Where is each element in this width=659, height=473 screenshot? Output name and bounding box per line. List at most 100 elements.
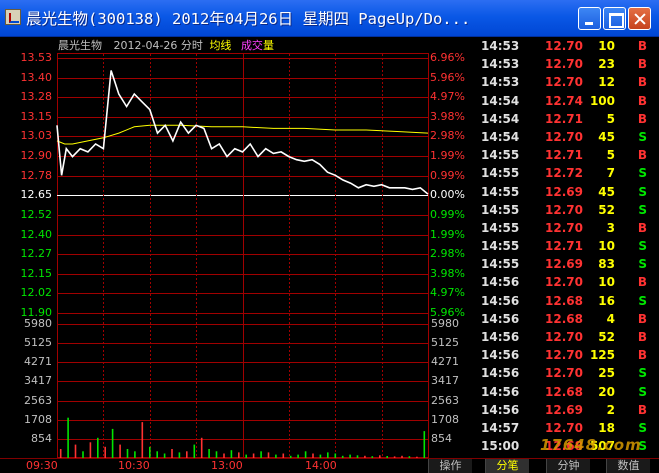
close-button[interactable] xyxy=(628,7,651,30)
tick-price: 12.69 xyxy=(545,184,583,199)
tick-row[interactable]: 14:55 12.70 3 B xyxy=(477,219,659,237)
volume-legend-part1: 成交 xyxy=(240,39,263,52)
tick-time: 14:57 xyxy=(481,420,520,435)
percent-tick-label: 4.97% xyxy=(430,286,465,300)
tick-price: 12.70 xyxy=(545,129,583,144)
price-tick-label: 12.90 xyxy=(20,149,53,163)
tick-time: 14:54 xyxy=(481,129,520,144)
percent-tick-label: 0.00% xyxy=(430,188,465,202)
tab-operate[interactable]: 操作 xyxy=(428,459,472,473)
tick-row[interactable]: 14:56 12.68 4 B xyxy=(477,310,659,328)
chart-app-icon[interactable] xyxy=(5,9,21,25)
price-tick-label: 12.02 xyxy=(20,286,53,300)
tab-ticks[interactable]: 分笔 xyxy=(485,459,529,473)
volume-tick-label-right: 5980 xyxy=(431,317,459,330)
tick-direction: S xyxy=(638,239,647,254)
tab-values[interactable]: 数值 xyxy=(606,459,650,473)
tick-row[interactable]: 14:55 12.69 83 S xyxy=(477,255,659,273)
tick-price: 12.70 xyxy=(545,420,583,435)
tick-direction: B xyxy=(637,39,647,53)
tick-row[interactable]: 14:56 12.70 52 B xyxy=(477,328,659,346)
tick-row[interactable]: 14:55 12.69 45 S xyxy=(477,183,659,201)
tick-list[interactable]: 14:53 12.70 10 B 14:53 12.70 23 B 14:53 12.70 12 B 1… xyxy=(477,37,659,458)
tick-time: 14:55 xyxy=(481,220,520,235)
tab-minute[interactable]: 分钟 xyxy=(546,459,590,473)
tick-direction: B xyxy=(637,93,647,108)
volume-tick-label-right: 854 xyxy=(431,431,452,445)
tick-time: 14:55 xyxy=(481,184,520,199)
tick-time: 14:55 xyxy=(481,257,520,272)
tick-time: 14:54 xyxy=(481,93,520,108)
tick-row[interactable]: 14:56 12.68 16 S xyxy=(477,292,659,310)
percent-tick-label: 3.98% xyxy=(430,266,465,280)
tick-time: 14:53 xyxy=(481,57,520,72)
tick-direction: S xyxy=(638,439,647,454)
minimize-button[interactable] xyxy=(578,7,601,30)
tick-volume: 4 xyxy=(606,311,615,326)
tick-row[interactable]: 14:55 12.71 10 S xyxy=(477,237,659,255)
tick-price: 12.70 xyxy=(545,275,583,290)
chart-header: 晨光生物 2012-04-26 分时 均线 成交量 xyxy=(58,39,274,53)
title-bar[interactable]: 晨光生物(300138) 2012年04月26日 星期四 PageUp/Do..… xyxy=(0,0,659,37)
tick-price: 12.70 xyxy=(545,39,583,53)
tick-volume: 23 xyxy=(598,57,615,72)
tick-time: 14:56 xyxy=(481,366,520,381)
tick-volume: 3 xyxy=(606,220,615,235)
maximize-button[interactable] xyxy=(603,7,626,30)
tick-row[interactable]: 14:55 12.70 52 S xyxy=(477,201,659,219)
tick-volume: 7 xyxy=(606,166,615,181)
tick-volume: 20 xyxy=(598,384,615,399)
tick-time: 14:56 xyxy=(481,384,520,399)
tick-row[interactable]: 14:55 12.72 7 S xyxy=(477,164,659,182)
tick-row[interactable]: 14:56 12.70 10 B xyxy=(477,273,659,291)
volume-tick-label: 5125 xyxy=(24,336,52,350)
tick-volume: 52 xyxy=(598,330,615,344)
tick-row[interactable]: 14:53 12.70 12 B xyxy=(477,73,659,91)
tick-time: 14:56 xyxy=(481,348,520,363)
tick-row[interactable]: 14:56 12.68 20 S xyxy=(477,383,659,401)
tick-row[interactable]: 14:53 12.70 10 B xyxy=(477,37,659,55)
tick-volume: 100 xyxy=(589,93,615,108)
tick-price: 12.74 xyxy=(545,93,583,108)
tick-price: 12.70 xyxy=(545,366,583,381)
tick-price: 12.71 xyxy=(545,148,583,163)
tick-row[interactable]: 14:53 12.70 23 B xyxy=(477,55,659,73)
time-label-1030: 10:30 xyxy=(118,459,150,472)
tick-row[interactable]: 14:57 12.70 18 S xyxy=(477,419,659,437)
tick-time: 14:56 xyxy=(481,330,520,344)
intraday-chart[interactable]: 晨光生物 2012-04-26 分时 均线 成交量 13.53 13.40 13.2… xyxy=(0,37,476,458)
bottom-bar: 09:30 10:30 13:00 14:00 操作 分笔 分钟 数值 xyxy=(0,458,659,473)
tick-volume: 507 xyxy=(589,439,615,454)
time-label-1400: 14:00 xyxy=(305,459,337,472)
tick-row[interactable]: 14:54 12.70 45 S xyxy=(477,128,659,146)
tick-time: 14:55 xyxy=(481,166,520,181)
tick-time: 14:55 xyxy=(481,239,520,254)
tick-direction: S xyxy=(638,184,647,199)
time-label-1300: 13:00 xyxy=(211,459,243,472)
tick-price: 12.70 xyxy=(545,75,583,90)
tick-volume: 25 xyxy=(598,366,615,381)
tick-row[interactable]: 15:00 12.68 507 S xyxy=(477,437,659,455)
intraday-chart-svg xyxy=(56,53,429,458)
percent-tick-label: 1.99% xyxy=(430,227,465,241)
tick-volume: 12 xyxy=(598,75,615,90)
tick-time: 14:53 xyxy=(481,75,520,90)
tick-direction: B xyxy=(637,148,647,163)
price-tick-label: 13.53 xyxy=(20,51,53,64)
chart-stock-name: 晨光生物 xyxy=(58,39,102,52)
watermark: 17648.com xyxy=(540,436,642,454)
tick-row[interactable]: 14:56 12.70 125 B xyxy=(477,346,659,364)
tick-row[interactable]: 14:56 12.69 2 B xyxy=(477,401,659,419)
tick-row[interactable]: 14:56 12.70 25 S xyxy=(477,364,659,382)
price-tick-label: 12.78 xyxy=(20,168,53,182)
tick-time: 14:55 xyxy=(481,202,520,217)
tick-row[interactable]: 14:54 12.71 5 B xyxy=(477,110,659,128)
tick-price: 12.70 xyxy=(545,348,583,363)
volume-tick-label: 3417 xyxy=(24,374,52,388)
tick-direction: S xyxy=(638,202,647,217)
tick-row[interactable]: 14:55 12.71 5 B xyxy=(477,146,659,164)
percent-tick-label: 5.96% xyxy=(430,70,465,84)
tick-row[interactable]: 14:54 12.74 100 B xyxy=(477,92,659,110)
percent-tick-label: 4.97% xyxy=(430,90,465,104)
tick-price: 12.71 xyxy=(545,239,583,254)
